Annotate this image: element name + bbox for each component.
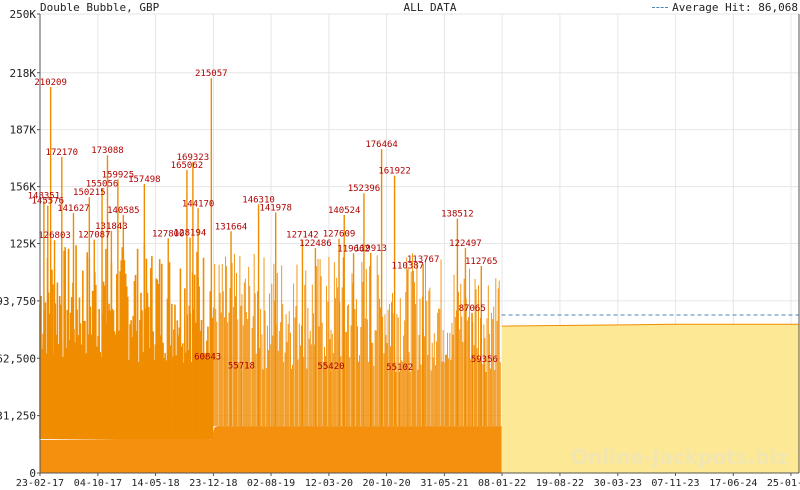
peak-label: 127142 xyxy=(286,231,319,241)
legend-dash-icon xyxy=(652,7,669,8)
peak-label: 119662 xyxy=(337,244,370,254)
y-tick-label: 250K xyxy=(10,8,37,21)
peak-label: 119913 xyxy=(354,244,387,254)
peak-label: 159925 xyxy=(102,170,135,180)
peak-label: 122497 xyxy=(449,239,482,249)
peak-label: 55420 xyxy=(317,362,344,372)
x-tick-label: 23-12-18 xyxy=(189,478,237,489)
y-tick-label: 218K xyxy=(10,67,37,80)
peak-label: 148351 xyxy=(28,192,61,202)
y-tick-label: 156K xyxy=(10,181,37,194)
y-tick-label: 0 xyxy=(29,467,36,480)
y-tick-label: 62,500 xyxy=(0,352,36,365)
x-axis-ticks: 23-02-17 04-10-17 14-05-18 23-12-18 02-08-19… xyxy=(16,473,800,489)
peak-label: 60843 xyxy=(194,352,221,362)
chart-subtitle: Double Bubble, GBP xyxy=(40,1,160,14)
peak-label: 87065 xyxy=(459,304,486,314)
peak-label: 172170 xyxy=(46,148,79,158)
peak-label: 176464 xyxy=(365,140,398,150)
y-tick-label: 187K xyxy=(10,124,37,137)
peak-label: 210209 xyxy=(34,78,67,88)
x-tick-label: 07-11-23 xyxy=(651,478,699,489)
peak-label: 140585 xyxy=(107,206,140,216)
x-tick-label: 23-02-17 xyxy=(16,478,64,489)
future-area xyxy=(502,324,799,473)
y-axis-ticks: 0 31,250 62,500 93,750 125K 156K 187K 218K 250K xyxy=(0,8,40,480)
peak-label: 145576 xyxy=(32,197,65,207)
peak-label: 122486 xyxy=(299,239,332,249)
x-tick-label: 08-01-22 xyxy=(478,478,526,489)
peak-label: 112765 xyxy=(465,257,498,267)
peak-label: 110387 xyxy=(392,261,425,271)
x-tick-label: 25-01-25 xyxy=(767,478,800,489)
peak-label: 157498 xyxy=(128,175,161,185)
peak-label: 141627 xyxy=(57,204,90,214)
future-line xyxy=(502,323,799,327)
chart-title: ALL DATA xyxy=(403,1,457,14)
spike-lines xyxy=(39,78,501,440)
peak-label: 127609 xyxy=(323,230,356,240)
peak-label: 146310 xyxy=(242,195,275,205)
peak-label: 169323 xyxy=(177,153,210,163)
peak-label: 161922 xyxy=(378,167,411,177)
x-tick-label: 17-06-24 xyxy=(709,478,757,489)
peak-label: 126803 xyxy=(38,231,71,241)
peak-label: 127087 xyxy=(78,231,111,241)
peak-label: 128194 xyxy=(174,229,207,239)
peak-label: 127800 xyxy=(152,229,185,239)
peak-label: 152396 xyxy=(348,184,381,194)
peak-label: 113767 xyxy=(407,255,440,265)
x-tick-label: 02-08-19 xyxy=(247,478,295,489)
peak-label: 144170 xyxy=(182,199,215,209)
peak-label: 55718 xyxy=(228,362,255,372)
peak-label: 131664 xyxy=(215,222,248,232)
x-tick-label: 20-10-20 xyxy=(362,478,410,489)
x-tick-label: 31-05-21 xyxy=(420,478,468,489)
x-tick-label: 30-03-23 xyxy=(594,478,642,489)
watermark: Online-Jackpots.biz xyxy=(571,445,788,469)
x-tick-label: 04-10-17 xyxy=(74,478,122,489)
peak-label: 215057 xyxy=(195,69,228,79)
peak-label: 55102 xyxy=(386,363,413,373)
x-tick-label: 14-05-18 xyxy=(131,478,179,489)
peak-label: 138512 xyxy=(441,210,474,220)
peak-label: 131843 xyxy=(95,222,128,232)
peak-label: 141978 xyxy=(259,203,292,213)
x-tick-label: 12-03-20 xyxy=(305,478,353,489)
legend: Average Hit: 86,068 xyxy=(652,1,798,14)
y-tick-label: 93,750 xyxy=(0,295,36,308)
area-series xyxy=(40,323,799,473)
peak-label: 140524 xyxy=(328,206,361,216)
y-tick-label: 31,250 xyxy=(0,410,36,423)
legend-label: Average Hit: 86,068 xyxy=(672,1,798,14)
peak-label: 59356 xyxy=(471,355,498,365)
peak-label: 173088 xyxy=(91,146,124,156)
history-area xyxy=(40,426,502,473)
peak-label: 150215 xyxy=(73,188,106,198)
peak-label: 165062 xyxy=(171,161,204,171)
y-tick-label: 125K xyxy=(10,238,37,251)
peak-label: 155056 xyxy=(86,179,119,189)
x-tick-label: 19-08-22 xyxy=(536,478,584,489)
